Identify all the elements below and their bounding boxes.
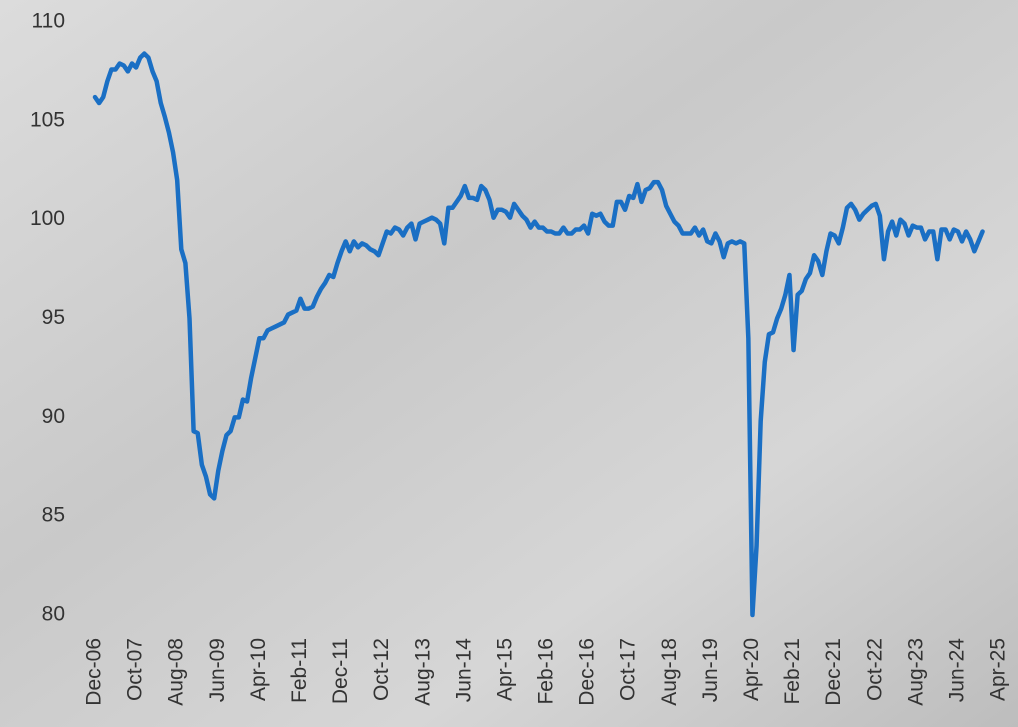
x-tick-label: Feb-11 [288,638,311,703]
y-tick-label: 85 [42,504,65,527]
y-tick-label: 110 [32,10,65,33]
x-tick-label: Aug-08 [165,638,188,706]
x-tick-label: Dec-21 [822,638,845,706]
x-tick-label: Jun-19 [699,638,722,702]
y-tick-label: 105 [30,108,65,131]
x-tick-label: Aug-23 [904,638,927,706]
x-tick-label: Apr-15 [493,638,516,701]
x-tick-label: Apr-10 [247,638,270,701]
x-tick-label: Jun-24 [945,638,968,703]
data-line [92,51,985,618]
y-tick-label: 95 [42,306,65,329]
x-tick-label: Aug-18 [658,638,681,706]
x-tick-label: Feb-16 [535,638,558,705]
x-tick-label: Dec-11 [329,638,352,704]
x-tick-label: Feb-21 [781,638,804,705]
y-tick-label: 100 [30,207,65,230]
x-tick-label: Apr-20 [740,638,763,701]
x-tick-label: Aug-13 [411,638,434,706]
x-tick-label: Oct-17 [617,638,640,701]
x-tick-label: Oct-22 [863,638,886,701]
y-tick-label: 90 [42,405,65,428]
x-tick-label: Oct-12 [370,638,393,701]
x-tick-label: Oct-07 [124,638,147,701]
x-tick-label: Dec-16 [576,638,599,706]
y-tick-label: 80 [42,603,65,626]
x-tick-label: Apr-25 [987,638,1010,701]
x-tick-label: Dec-06 [83,638,106,706]
x-tick-label: Jun-09 [206,638,229,702]
x-tick-label: Jun-14 [452,638,475,703]
